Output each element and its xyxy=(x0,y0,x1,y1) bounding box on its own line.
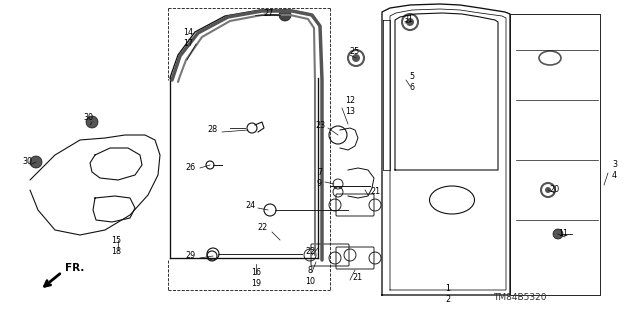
Circle shape xyxy=(553,229,563,239)
Circle shape xyxy=(352,54,360,62)
Text: 27: 27 xyxy=(263,10,273,19)
Text: 30: 30 xyxy=(83,114,93,122)
Text: 30: 30 xyxy=(22,158,32,167)
Text: 8
10: 8 10 xyxy=(305,266,315,286)
Text: 21: 21 xyxy=(352,273,362,283)
Text: 22: 22 xyxy=(258,224,268,233)
Text: TM84B5320: TM84B5320 xyxy=(493,293,547,302)
Text: 24: 24 xyxy=(245,202,255,211)
Circle shape xyxy=(86,116,98,128)
Text: FR.: FR. xyxy=(65,263,84,273)
Text: 21: 21 xyxy=(370,188,380,197)
Text: 16
19: 16 19 xyxy=(251,268,261,288)
Text: 5
6: 5 6 xyxy=(410,72,415,92)
Text: 31: 31 xyxy=(403,16,413,25)
Text: 23: 23 xyxy=(315,122,325,130)
Text: 26: 26 xyxy=(186,164,196,173)
Circle shape xyxy=(30,156,42,168)
Text: 20: 20 xyxy=(550,186,560,195)
Text: 3
4: 3 4 xyxy=(612,160,617,180)
Text: 14
17: 14 17 xyxy=(183,28,193,48)
Circle shape xyxy=(545,187,551,193)
Circle shape xyxy=(406,18,414,26)
Text: 15
18: 15 18 xyxy=(111,236,121,256)
Text: 12
13: 12 13 xyxy=(345,96,355,116)
Text: 22: 22 xyxy=(305,248,315,256)
Circle shape xyxy=(279,9,291,21)
Text: 11: 11 xyxy=(558,229,568,239)
Text: 25: 25 xyxy=(349,48,359,56)
Text: 1
2: 1 2 xyxy=(445,284,451,304)
Text: 29: 29 xyxy=(186,251,196,261)
Text: 7
9: 7 9 xyxy=(317,168,322,188)
Text: 28: 28 xyxy=(208,125,218,135)
